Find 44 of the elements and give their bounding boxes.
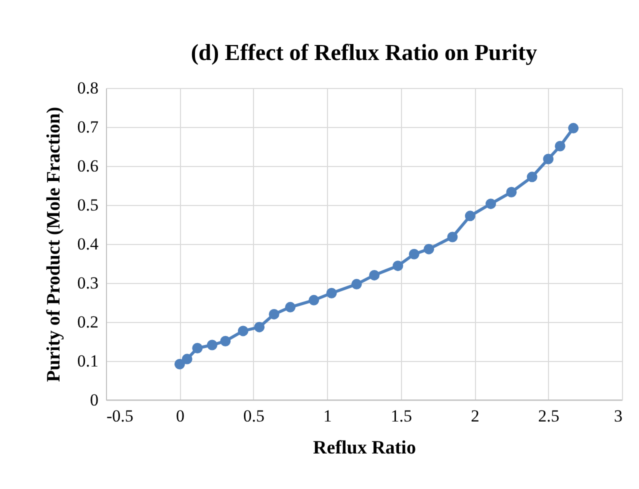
point [285, 302, 296, 312]
y-tick-label: 0.6 [77, 156, 98, 176]
x-tick-label: 0.5 [243, 406, 265, 426]
point [206, 340, 218, 350]
point [526, 172, 538, 182]
y-tick-label: 0.1 [77, 352, 98, 370]
point [506, 186, 517, 198]
point [447, 232, 458, 242]
y-tick-label: 0.4 [77, 234, 99, 254]
point [408, 248, 420, 260]
point [268, 308, 280, 320]
x-tick-label: 2.5 [538, 406, 560, 426]
point [174, 358, 185, 370]
x-tick-label: 3 [614, 406, 622, 426]
point [351, 278, 362, 290]
x-axis-title: Reflux Ratio [313, 438, 416, 458]
point [392, 260, 404, 272]
point [464, 210, 476, 222]
point [182, 354, 192, 364]
y-tick-label: 0 [90, 390, 98, 410]
y-tick-label: 0.7 [77, 118, 99, 136]
point [220, 336, 231, 346]
point [568, 122, 579, 134]
point [543, 154, 554, 164]
point [254, 322, 265, 332]
y-axis-title: Purity of Product (Mole Fraction) [43, 106, 64, 382]
x-tick-label: 1.5 [390, 406, 412, 426]
x-tick-label: 1 [323, 406, 332, 426]
point [486, 198, 496, 210]
y-tick-label: 0.3 [77, 274, 98, 292]
point [554, 140, 566, 152]
x-tick-label: 0 [176, 406, 184, 426]
x-tick-label: -0.5 [106, 406, 134, 426]
point [308, 294, 320, 306]
y-tick-label: 0.8 [77, 78, 98, 98]
y-tick-label: 0.2 [77, 312, 98, 332]
point [192, 342, 203, 354]
y-tick-label: 0.5 [77, 196, 98, 214]
x-tick-label: 2 [470, 406, 480, 426]
point [326, 288, 337, 298]
point [369, 270, 380, 280]
point [238, 326, 248, 336]
point [424, 244, 434, 254]
chart-title: (d) Effect of Reflux Ratio on Purity [190, 40, 538, 65]
